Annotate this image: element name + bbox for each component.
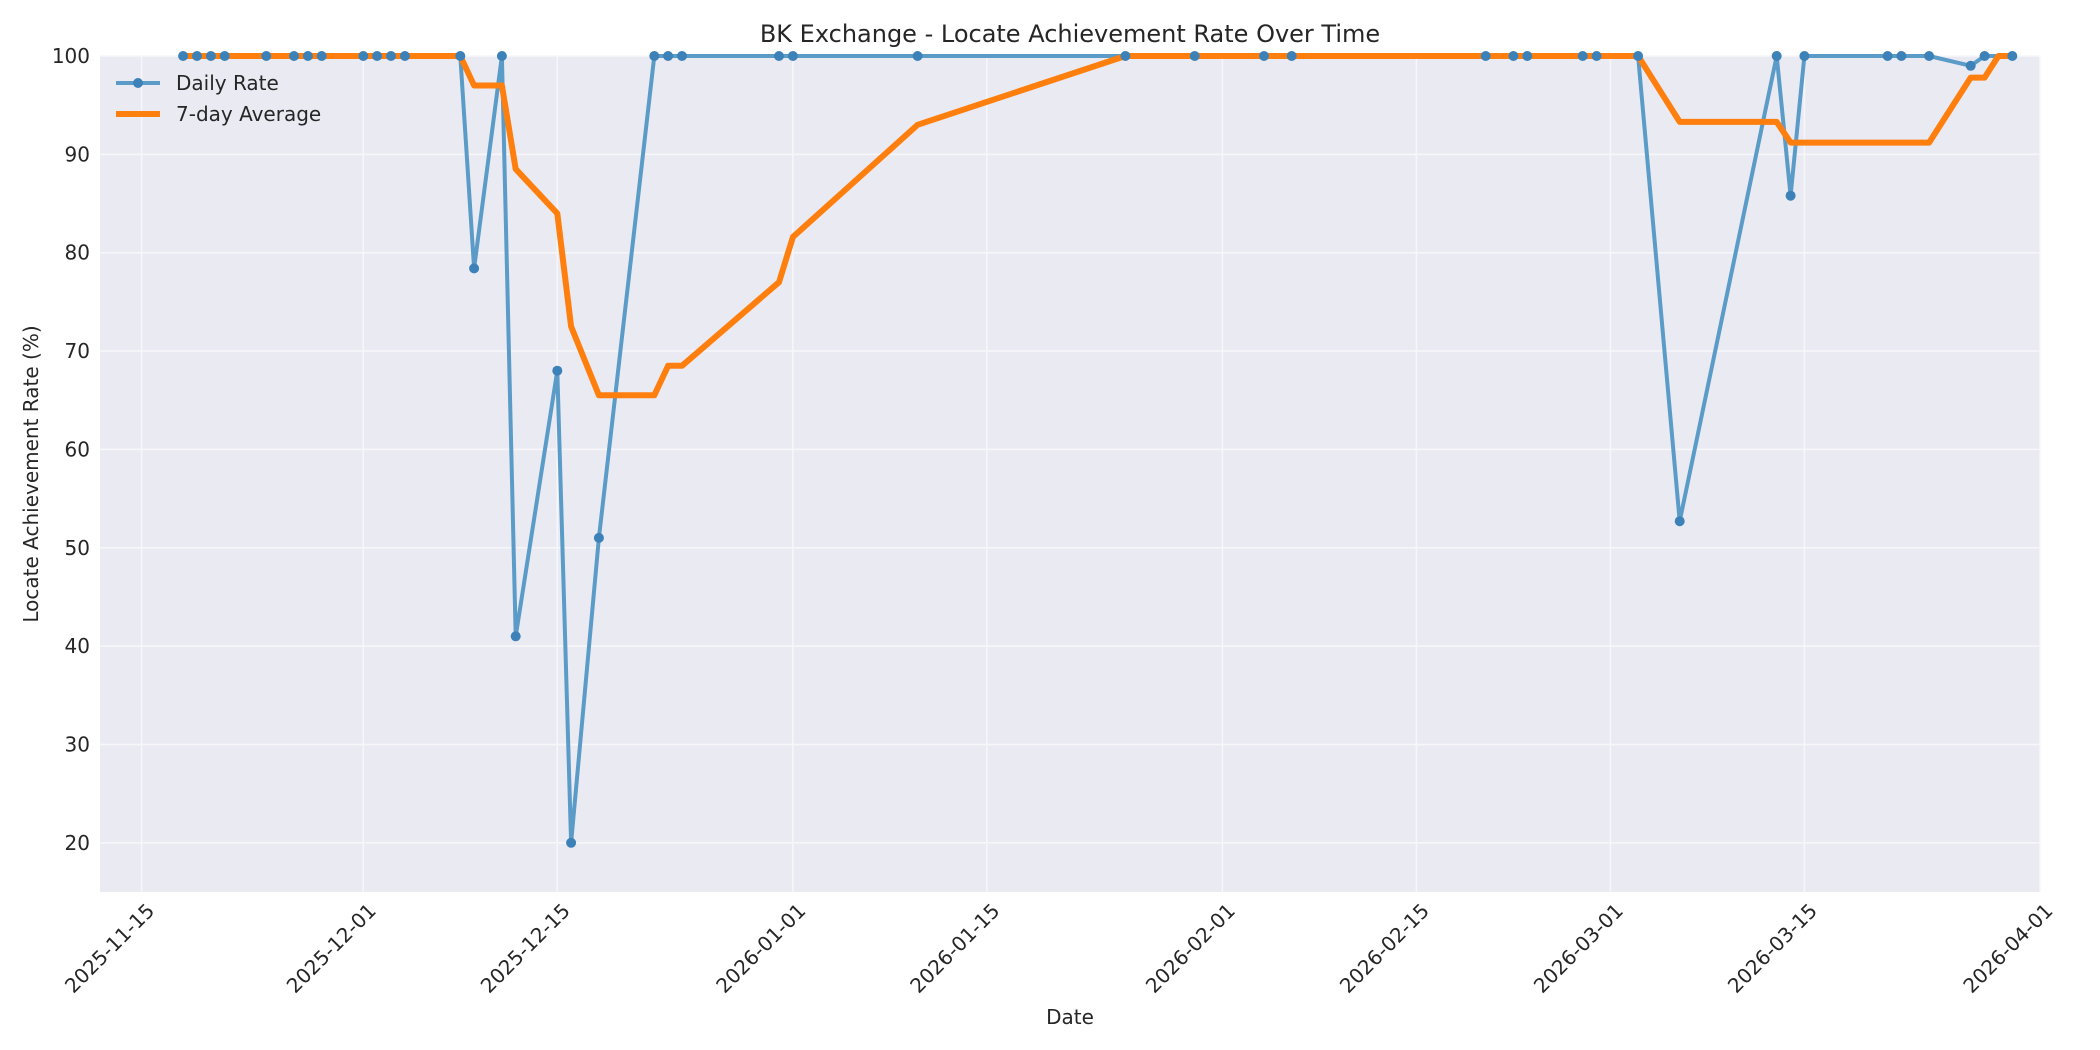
data-point-daily-rate (496, 51, 507, 61)
x-tick-label: 2025-12-15 (476, 899, 575, 998)
data-point-daily-rate (774, 51, 784, 61)
x-tick-label: 2026-02-01 (1141, 899, 1240, 998)
x-axis-label: Date (1046, 1005, 1094, 1029)
plot-area (100, 56, 2040, 892)
data-point-daily-rate (912, 51, 923, 61)
data-point-daily-rate (455, 51, 466, 61)
y-tick-label: 80 (65, 241, 90, 265)
y-tick-label: 30 (65, 732, 90, 756)
x-tick-label: 2026-01-01 (711, 899, 810, 998)
x-tick-label: 2025-11-15 (60, 899, 159, 998)
data-point-daily-rate (178, 51, 189, 61)
data-point-daily-rate (1896, 51, 1907, 61)
x-tick-label: 2025-12-01 (282, 899, 381, 998)
data-point-daily-rate (399, 51, 410, 61)
y-tick-label: 100 (52, 44, 90, 68)
x-axis: 2025-11-15 2025-12-01 2025-12-15 2026-01-01… (60, 899, 2058, 998)
data-point-daily-rate (566, 837, 577, 848)
y-axis: 20 30 40 50 60 70 80 90 100 (52, 44, 90, 855)
series-layer (178, 51, 2018, 848)
data-point-daily-rate (261, 51, 272, 61)
legend-daily-marker (133, 78, 143, 88)
data-point-daily-rate (1522, 51, 1533, 61)
data-point-daily-rate (1979, 51, 1990, 61)
data-point-daily-rate (1259, 51, 1269, 61)
data-point-daily-rate (552, 365, 563, 376)
data-point-daily-rate (663, 51, 674, 61)
data-point-daily-rate (316, 51, 327, 61)
x-tick-label: 2026-04-01 (1958, 899, 2057, 998)
x-tick-label: 2026-01-15 (905, 899, 1004, 998)
x-tick-label: 2026-03-15 (1723, 899, 1822, 998)
data-point-daily-rate (677, 51, 687, 61)
data-point-daily-rate (358, 51, 369, 61)
legend-daily-label: Daily Rate (176, 71, 279, 95)
data-point-daily-rate (1480, 51, 1491, 61)
data-point-daily-rate (1120, 51, 1131, 61)
data-point-daily-rate (1799, 51, 1810, 61)
x-tick-label: 2026-02-15 (1335, 899, 1434, 998)
data-point-daily-rate (1882, 51, 1893, 61)
data-point-daily-rate (372, 51, 383, 61)
data-point-daily-rate (1785, 190, 1796, 201)
y-tick-label: 40 (65, 634, 90, 658)
data-point-daily-rate (289, 51, 299, 61)
data-point-daily-rate (1965, 60, 1976, 71)
data-point-daily-rate (1924, 51, 1935, 61)
data-point-daily-rate (1189, 51, 1200, 61)
data-point-daily-rate (1674, 516, 1685, 527)
data-point-daily-rate (1508, 51, 1519, 61)
y-tick-label: 60 (65, 437, 90, 461)
data-point-daily-rate (1577, 51, 1588, 61)
y-axis-label: Locate Achievement Rate (%) (19, 325, 43, 622)
data-point-daily-rate (2007, 51, 2018, 61)
y-tick-label: 90 (65, 142, 90, 166)
data-point-daily-rate (1591, 51, 1602, 61)
legend-avg-label: 7-day Average (176, 102, 321, 126)
data-point-daily-rate (1286, 51, 1297, 61)
chart-title: BK Exchange - Locate Achievement Rate Ov… (760, 20, 1380, 48)
y-tick-label: 70 (65, 339, 90, 363)
data-point-daily-rate (219, 51, 230, 61)
data-point-daily-rate (1771, 51, 1782, 61)
data-point-daily-rate (787, 51, 798, 61)
series-line-7-day-average (183, 53, 2013, 399)
data-point-daily-rate (469, 263, 480, 274)
data-point-daily-rate (649, 51, 660, 61)
x-tick-label: 2026-03-01 (1529, 899, 1628, 998)
data-point-daily-rate (510, 631, 521, 642)
y-tick-label: 50 (65, 536, 90, 560)
data-point-daily-rate (302, 51, 313, 61)
legend: Daily Rate 7-day Average (116, 71, 321, 126)
data-point-daily-rate (205, 51, 216, 61)
data-point-daily-rate (1633, 51, 1644, 61)
data-point-daily-rate (386, 51, 396, 61)
data-point-daily-rate (593, 532, 604, 543)
data-point-daily-rate (192, 51, 202, 61)
y-tick-label: 20 (65, 831, 90, 855)
